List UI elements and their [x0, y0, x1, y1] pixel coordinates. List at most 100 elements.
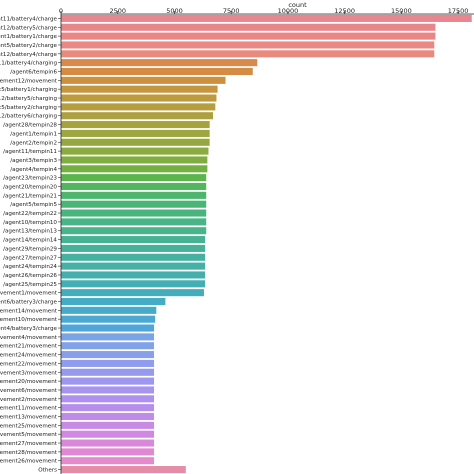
bar [61, 359, 155, 367]
y-tick-label: /agent13/tempin13 [3, 229, 57, 235]
y-tick-label: /agent14/movement14/movement [0, 308, 58, 314]
y-tick-label: /agent13/movement13/movement [0, 415, 58, 421]
bar [61, 280, 206, 288]
x-tick-label: 2500 [109, 7, 126, 15]
bar [61, 333, 155, 341]
bar [61, 50, 435, 58]
bar [61, 165, 208, 173]
bar [61, 14, 472, 22]
bar [61, 147, 209, 155]
y-tick-label: /agent24/movement24/movement [0, 353, 58, 359]
y-tick-label: /agent1/movement1/movement [0, 291, 58, 297]
x-tick-label: 7500 [223, 7, 240, 15]
bar [61, 76, 226, 84]
bar [61, 262, 206, 270]
y-tick-label: /agent11/battery4/charging [0, 61, 57, 67]
y-tick-label: /agent26/movement26/movement [0, 459, 58, 465]
y-tick-label: /agent20/movement20/movement [0, 379, 58, 385]
y-tick-label: /agent12/battery5/charging [0, 96, 57, 102]
x-tick-label: 0 [59, 7, 63, 15]
y-tick-label: /agent21/tempin21 [3, 193, 57, 199]
bar [61, 457, 155, 465]
y-tick-label: /agent21/movement21/movement [0, 344, 58, 350]
y-tick-label: /agent2/movement2/movement [0, 397, 58, 403]
x-tick-label: 12500 [334, 7, 355, 15]
bar [61, 342, 155, 350]
y-tick-label: /agent14/tempin14 [3, 238, 57, 244]
bar [61, 421, 155, 429]
bar [61, 23, 436, 31]
bar [61, 227, 207, 235]
y-tick-label: /agent4/movement4/movement [0, 335, 58, 341]
y-tick-label: /agent5/tempin5 [10, 202, 57, 208]
y-tick-label: /agent5/battery2/charging [0, 105, 57, 111]
bar [61, 41, 435, 49]
x-axis-label: count [288, 1, 307, 9]
y-tick-label: /agent1/tempin1 [10, 131, 57, 137]
y-tick-label: /agent2/tempin2 [10, 140, 57, 146]
bar [61, 94, 217, 102]
y-tick-label: /agent10/movement10/movement [0, 317, 58, 323]
y-tick-label: /agent12/battery5/charge [0, 25, 58, 31]
bar [61, 253, 206, 261]
y-tick-label: /agent4/battery3/charge [0, 326, 58, 332]
y-tick-label: /agent5/battery1/charging [0, 87, 57, 93]
y-tick-label: /agent6/battery3/charge [0, 300, 58, 306]
x-tick-label: 5000 [166, 7, 183, 15]
bar [61, 395, 155, 403]
bar [61, 306, 157, 314]
bar [61, 386, 155, 394]
bar [61, 129, 210, 137]
bar [61, 121, 210, 129]
y-tick-label: /agent27/tempin27 [3, 255, 57, 261]
bar [61, 138, 210, 146]
bar [61, 377, 155, 385]
y-tick-label: /agent28/tempin28 [3, 123, 57, 129]
bar [61, 112, 214, 120]
bar [61, 404, 155, 412]
y-tick-label: /agent4/tempin4 [10, 167, 57, 173]
y-tick-label: /agent5/battery2/charge [0, 43, 58, 49]
bar [61, 218, 207, 226]
y-tick-label: /agent3/tempin3 [10, 158, 57, 164]
y-tick-label: /agent12/battery4/charge [0, 52, 58, 58]
y-tick-label: /agent12/movement12/movement [0, 78, 58, 84]
bar [61, 85, 218, 93]
y-tick-label: /agent24/tempin24 [3, 264, 57, 270]
bar [61, 209, 207, 217]
bar [61, 430, 155, 438]
y-tick-label: /agent6/tempin6 [10, 70, 57, 76]
bar [61, 182, 207, 191]
bar [61, 368, 155, 376]
bar [61, 466, 186, 474]
bar [61, 191, 207, 199]
y-tick-label: /agent26/tempin26 [3, 273, 57, 279]
bar [61, 412, 155, 421]
y-tick-label: /agent3/movement3/movement [0, 370, 58, 376]
y-tick-label: /agent23/tempin23 [3, 176, 57, 182]
bar [61, 244, 206, 252]
y-tick-label: Others [38, 468, 57, 474]
y-tick-label: /agent28/movement28/movement [0, 450, 58, 456]
bar [61, 32, 436, 40]
y-tick-label: /agent29/tempin29 [3, 246, 57, 252]
bar [61, 439, 155, 447]
y-tick-label: /agent6/movement6/movement [0, 388, 58, 394]
y-tick-label: /agent20/tempin20 [3, 185, 57, 191]
y-tick-label: /agent27/movement27/movement [0, 441, 58, 447]
y-tick-label: /agent11/tempin11 [3, 149, 57, 155]
bar [61, 448, 155, 456]
x-tick-label: 15000 [391, 7, 412, 15]
bar [61, 174, 207, 182]
y-tick-label: /agent11/battery4/charge [0, 16, 58, 22]
bar [61, 351, 155, 359]
bar [61, 297, 166, 306]
bar [61, 315, 156, 323]
bar [61, 200, 207, 208]
bar [61, 236, 206, 244]
y-tick-label: /agent12/battery6/charging [0, 114, 57, 120]
y-tick-label: /agent25/movement25/movement [0, 423, 58, 429]
y-tick-label: /agent22/movement22/movement [0, 361, 58, 367]
